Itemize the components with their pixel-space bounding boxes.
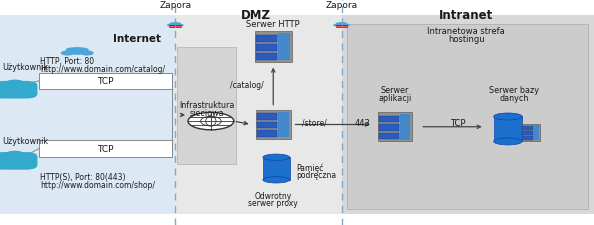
- Text: Serwer bazy: Serwer bazy: [489, 86, 539, 94]
- Bar: [175, 16, 342, 214]
- Bar: [168, 25, 183, 27]
- Text: hostingu: hostingu: [448, 35, 485, 44]
- Circle shape: [333, 25, 340, 27]
- Circle shape: [75, 48, 89, 53]
- Bar: [533, 125, 539, 141]
- Bar: [257, 122, 277, 129]
- Circle shape: [80, 51, 94, 56]
- Bar: [400, 114, 410, 140]
- Ellipse shape: [494, 113, 522, 120]
- Circle shape: [339, 23, 345, 25]
- Text: Serwer HTTP: Serwer HTTP: [247, 20, 300, 29]
- Bar: [257, 114, 277, 120]
- Text: 443: 443: [355, 118, 371, 127]
- Bar: [263, 158, 290, 180]
- Bar: [336, 25, 347, 28]
- Bar: [177, 47, 236, 164]
- Bar: [522, 131, 533, 135]
- Text: sieciowa: sieciowa: [189, 108, 224, 117]
- Ellipse shape: [494, 138, 522, 145]
- Bar: [378, 112, 412, 142]
- Circle shape: [169, 23, 176, 26]
- Bar: [257, 131, 277, 137]
- Bar: [347, 25, 588, 209]
- Text: Zapora: Zapora: [326, 1, 358, 10]
- Text: Pamięć: Pamięć: [296, 163, 324, 172]
- Circle shape: [336, 23, 343, 26]
- Text: Internet: Internet: [113, 33, 161, 43]
- Bar: [39, 73, 172, 90]
- Ellipse shape: [263, 154, 290, 161]
- Bar: [256, 35, 277, 42]
- Bar: [256, 110, 290, 140]
- Circle shape: [69, 49, 86, 56]
- Bar: [522, 126, 533, 130]
- Text: Użytkownik: Użytkownik: [2, 63, 48, 72]
- Text: TCP: TCP: [450, 118, 465, 127]
- Text: Intranet: Intranet: [439, 9, 494, 22]
- FancyBboxPatch shape: [0, 152, 37, 170]
- Circle shape: [340, 23, 347, 26]
- Bar: [256, 54, 277, 61]
- Circle shape: [61, 51, 74, 56]
- Text: HTTP, Port: 80: HTTP, Port: 80: [40, 56, 94, 65]
- Bar: [62, 52, 92, 55]
- Bar: [379, 133, 399, 140]
- Text: TCP: TCP: [97, 77, 113, 86]
- Text: danych: danych: [499, 93, 529, 102]
- FancyBboxPatch shape: [0, 81, 37, 99]
- Circle shape: [171, 24, 179, 27]
- Bar: [522, 137, 533, 140]
- Text: TCP: TCP: [97, 144, 113, 153]
- Text: serwer proxy: serwer proxy: [248, 198, 298, 207]
- Text: /catalog/: /catalog/: [230, 81, 263, 90]
- Text: http://www.domain.com/shop/: http://www.domain.com/shop/: [40, 180, 156, 189]
- Text: Intranetowa strefa: Intranetowa strefa: [428, 27, 505, 36]
- Bar: [39, 141, 172, 158]
- Circle shape: [177, 25, 184, 27]
- Text: aplikacji: aplikacji: [378, 93, 412, 102]
- Ellipse shape: [263, 177, 290, 183]
- Text: Odwrotny: Odwrotny: [255, 191, 292, 200]
- Bar: [342, 16, 594, 214]
- Bar: [522, 124, 540, 142]
- Circle shape: [65, 48, 79, 53]
- Text: DMZ: DMZ: [241, 9, 270, 22]
- Circle shape: [167, 25, 173, 27]
- Text: Zapora: Zapora: [159, 1, 191, 10]
- Circle shape: [188, 113, 234, 130]
- Bar: [0, 16, 175, 214]
- Bar: [379, 125, 399, 131]
- Bar: [256, 45, 277, 52]
- Bar: [379, 116, 399, 123]
- Circle shape: [174, 23, 181, 26]
- Bar: [278, 34, 290, 61]
- Bar: [494, 117, 522, 142]
- Text: Serwer: Serwer: [381, 86, 409, 94]
- Circle shape: [71, 48, 83, 53]
- Text: HTTP(S), Port: 80(443): HTTP(S), Port: 80(443): [40, 172, 126, 181]
- Bar: [278, 112, 289, 138]
- Bar: [334, 25, 349, 27]
- Bar: [254, 32, 292, 63]
- Bar: [169, 25, 181, 28]
- Text: podręczna: podręczna: [296, 170, 337, 179]
- Circle shape: [5, 80, 25, 88]
- Circle shape: [172, 23, 178, 25]
- Text: Użytkownik: Użytkownik: [2, 136, 48, 145]
- Circle shape: [343, 25, 350, 27]
- Circle shape: [337, 24, 346, 27]
- Text: http://www.domain.com/catalog/: http://www.domain.com/catalog/: [40, 64, 166, 73]
- Text: /store/: /store/: [302, 118, 327, 127]
- Text: Infrastruktura: Infrastruktura: [179, 100, 235, 109]
- Circle shape: [5, 151, 25, 159]
